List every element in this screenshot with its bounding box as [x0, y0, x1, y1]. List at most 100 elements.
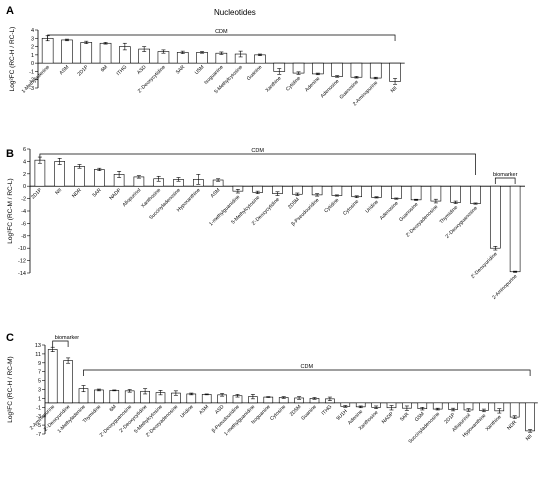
y-tick-label: 1 — [31, 53, 34, 59]
category-label: 2D1P — [30, 187, 44, 201]
y-tick-label: 11 — [35, 352, 41, 358]
category-label: Uridine — [179, 404, 195, 420]
category-label: 2D5M — [287, 197, 301, 211]
bar — [410, 185, 422, 201]
y-tick-label: 3 — [38, 388, 41, 394]
category-label: Guanine — [246, 64, 264, 82]
y-tick-label: -4 — [21, 209, 26, 215]
y-tick-label: 9 — [38, 361, 41, 367]
bar — [254, 54, 266, 64]
panel-letter: C — [6, 332, 14, 344]
bar — [450, 185, 462, 203]
category-label: ASM — [210, 187, 222, 199]
category-label: Cytosine — [342, 199, 360, 217]
bar — [63, 360, 73, 404]
y-tick-label: -14 — [18, 271, 26, 277]
y-tick-label: -2 — [21, 197, 26, 203]
panel-b: B Log²FC (RC-M / RC-L) 6 4 2 0 -2 -4 -6 -8 -10 -12 -… — [6, 147, 525, 301]
bar — [124, 390, 135, 404]
bar — [54, 161, 66, 187]
bar — [263, 396, 274, 404]
category-label: Cytidine — [285, 75, 302, 92]
category-label: NDR — [506, 419, 518, 431]
annotation-label: CDM — [251, 148, 264, 154]
figure-title: Nucleotides — [214, 8, 256, 17]
bar — [196, 52, 208, 64]
bar — [390, 185, 402, 199]
category-label: 1-Methyladenine — [21, 64, 52, 95]
category-label: NDR — [71, 187, 83, 199]
y-tick-label: 6 — [23, 147, 26, 153]
category-label: 2D1P — [443, 412, 457, 426]
bar — [74, 166, 85, 187]
y-axis-label: Log²FC (RC-H / RC-L) — [9, 27, 16, 92]
panel-a: A Log²FC (RC-H / RC-L) 4 3 2 1 0 -1 -2 -31-Methyl… — [6, 5, 405, 107]
annotation-bracket — [39, 153, 476, 175]
category-label: 2'-Deoxyuridine — [470, 251, 499, 280]
bar — [176, 52, 189, 64]
y-tick-label: -10 — [18, 246, 26, 252]
y-tick-label: -12 — [18, 259, 26, 265]
annotation-label: CDM — [215, 29, 228, 35]
category-label: 2D1P — [77, 64, 91, 78]
bar — [99, 42, 112, 64]
category-label: 6M — [109, 404, 118, 413]
category-label: Cytidine — [323, 197, 340, 214]
category-label: NADP — [381, 411, 396, 426]
category-label: U5M — [194, 64, 206, 76]
category-label: ASM — [198, 404, 210, 416]
bar — [80, 42, 93, 64]
panel-letter: B — [6, 148, 14, 160]
bar — [350, 62, 363, 78]
y-tick-label: 4 — [23, 159, 26, 165]
category-label: ITHG — [116, 64, 129, 77]
category-label: Adenine — [304, 76, 321, 93]
category-label: Xanthine — [485, 414, 503, 432]
category-label: 6M — [100, 64, 109, 73]
annotation-bracket — [83, 369, 531, 376]
category-label: ASM — [58, 64, 70, 76]
bar — [351, 185, 363, 198]
category-label: NII — [525, 433, 534, 442]
category-label: 9U1H — [335, 408, 349, 422]
y-tick-label: 4 — [31, 28, 34, 34]
category-label: ASD — [214, 404, 226, 416]
category-label: ITHG — [321, 404, 334, 417]
y-tick-label: 13 — [35, 343, 41, 349]
category-label: Cytosine — [269, 404, 287, 422]
category-label: 5AR — [399, 411, 410, 422]
category-label: 2D5M — [289, 404, 303, 418]
bar — [312, 62, 324, 75]
category-label: NII — [54, 187, 63, 196]
bar — [94, 169, 105, 187]
y-tick-label: -5 — [36, 423, 41, 429]
y-tick-label: -8 — [21, 234, 26, 240]
y-tick-label: 5 — [38, 379, 41, 385]
y-tick-label: 2 — [31, 45, 34, 51]
category-label: 5AR — [92, 187, 103, 198]
annotation-label: biomarker — [55, 335, 80, 341]
category-label: NADP — [108, 187, 123, 202]
bar — [47, 349, 58, 404]
annotation-bracket — [494, 177, 516, 184]
y-tick-label: 0 — [31, 61, 34, 67]
y-axis-label: Log²FC (RC-M / RC-L) — [7, 178, 14, 243]
bar — [34, 159, 46, 187]
annotation-bracket — [47, 34, 396, 41]
y-tick-label: -6 — [21, 221, 26, 227]
annotation-label: CDM — [301, 364, 314, 370]
category-label: ASD — [136, 64, 148, 76]
annotation-bracket — [52, 340, 69, 347]
y-tick-label: -1 — [29, 69, 34, 75]
category-label: Adenosine — [379, 200, 400, 221]
bar — [94, 389, 104, 404]
bar — [331, 185, 343, 196]
bar — [201, 394, 212, 404]
category-label: G5M — [414, 411, 426, 423]
y-tick-label: 2 — [23, 172, 26, 178]
panel-letter: A — [6, 5, 14, 17]
bar — [331, 62, 343, 77]
bar — [371, 185, 382, 198]
